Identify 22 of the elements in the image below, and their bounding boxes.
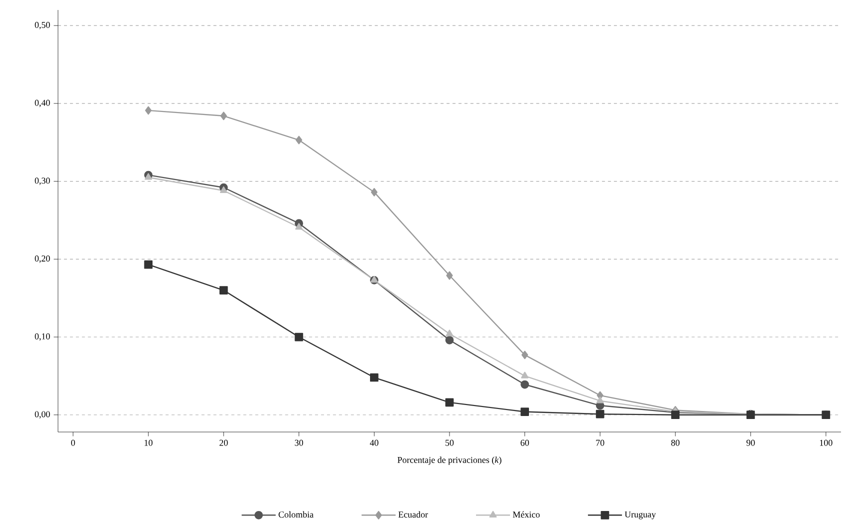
x-tick-label: 40 [370,440,378,446]
x-tick-label: 80 [671,440,680,446]
legend-label: Colombia [278,511,314,518]
y-tick-label: 0,20 [34,255,50,263]
x-axis-title: Porcentaje de privaciones (k) [398,456,502,465]
legend-label: Uruguay [624,511,656,520]
legend-label: México [512,511,540,518]
y-tick-label: 0,10 [34,333,50,341]
x-tick-label: 10 [144,440,152,446]
x-tick-label: 60 [520,440,529,446]
y-tick-label: 0,30 [34,178,50,185]
y-tick-label: 0,00 [34,411,50,419]
x-tick-label: 100 [820,440,832,446]
x-tick-label: 0 [71,440,75,446]
y-tick-label: 0,40 [34,100,50,108]
x-tick-label: 50 [446,440,454,446]
x-tick-label: 70 [596,440,604,446]
legend-label: Ecuador [398,511,428,518]
y-tick-label: 0,50 [34,22,50,30]
x-tick-label: 90 [746,440,755,446]
x-tick-label: 20 [220,440,228,446]
x-tick-label: 30 [294,440,304,446]
